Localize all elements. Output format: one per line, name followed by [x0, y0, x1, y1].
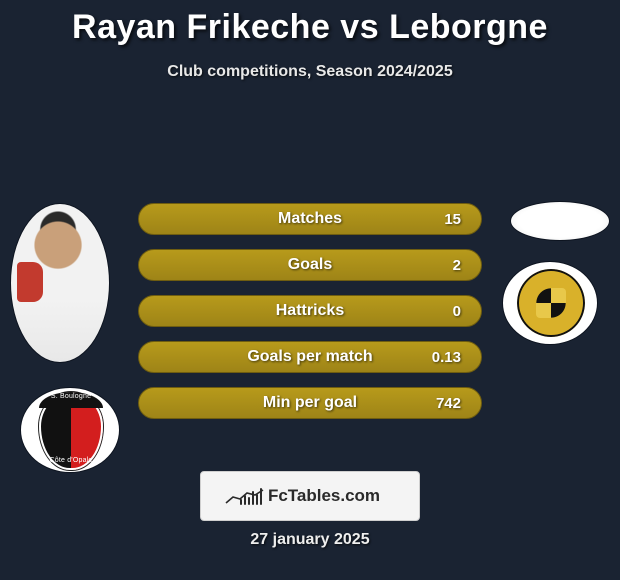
crest-left-top-text: S. Boulogne	[43, 393, 99, 400]
stat-pill-min-per-goal: Min per goal 742	[138, 387, 482, 419]
stat-label: Matches	[139, 210, 481, 228]
stat-pill-goals-per-match: Goals per match 0.13	[138, 341, 482, 373]
page-title: Rayan Frikeche vs Leborgne	[0, 0, 620, 47]
player-right-avatar-placeholder	[510, 201, 610, 241]
stat-pill-goals: Goals 2	[138, 249, 482, 281]
stat-value: 0	[453, 303, 461, 320]
stat-label: Goals per match	[139, 348, 481, 366]
crest-left-bottom-text: Côte d'Opale	[43, 457, 99, 464]
stats-column: Matches 15 Goals 2 Hattricks 0 Goals per…	[138, 203, 482, 433]
stat-value: 15	[444, 211, 461, 228]
stat-pill-matches: Matches 15	[138, 203, 482, 235]
snapshot-date: 27 january 2025	[0, 531, 620, 549]
watermark-text: FcTables.com	[268, 486, 380, 506]
bars-icon	[240, 487, 262, 505]
watermark-badge: FcTables.com	[200, 471, 420, 521]
club-right-crest	[502, 261, 598, 345]
player-left-avatar	[10, 203, 110, 363]
club-left-crest: S. Boulogne Côte d'Opale	[20, 387, 120, 473]
stat-label: Min per goal	[139, 394, 481, 412]
stat-value: 2	[453, 257, 461, 274]
stat-pill-hattricks: Hattricks 0	[138, 295, 482, 327]
stat-value: 0.13	[432, 349, 461, 366]
stat-label: Goals	[139, 256, 481, 274]
stat-label: Hattricks	[139, 302, 481, 320]
subtitle: Club competitions, Season 2024/2025	[0, 63, 620, 81]
stat-value: 742	[436, 395, 461, 412]
